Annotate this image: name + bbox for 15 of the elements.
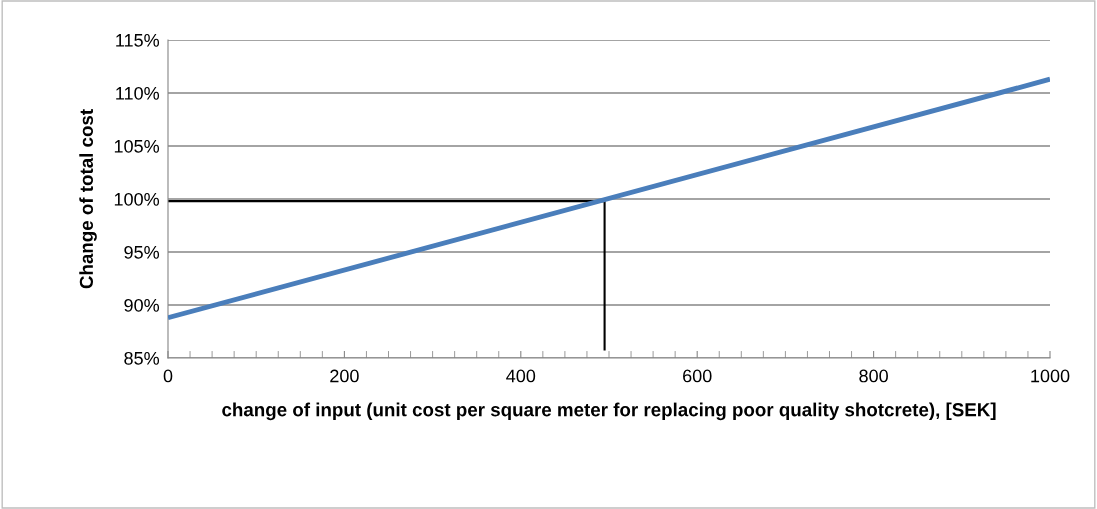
x-tick-label: 600 xyxy=(683,369,712,383)
y-tick-label: 100% xyxy=(114,192,160,206)
y-tick-label: 90% xyxy=(124,298,160,312)
x-tick-label: 1000 xyxy=(1031,369,1070,383)
y-tick-label: 115% xyxy=(116,34,160,47)
x-tick-label: 400 xyxy=(506,369,536,383)
y-axis-title: Change of total cost xyxy=(79,109,97,289)
y-tick-label: 85% xyxy=(124,351,160,365)
y-tick-label: 95% xyxy=(124,245,160,259)
x-tick-label: 200 xyxy=(330,369,359,383)
x-axis-title: change of input (unit cost per square meter for replacing poor quality shotcrete), [SEK] xyxy=(222,402,996,421)
x-tick-label: 0 xyxy=(163,369,173,383)
y-tick-label: 110% xyxy=(116,86,160,100)
x-tick-label: 800 xyxy=(859,369,888,383)
y-tick-label: 105% xyxy=(114,139,160,153)
